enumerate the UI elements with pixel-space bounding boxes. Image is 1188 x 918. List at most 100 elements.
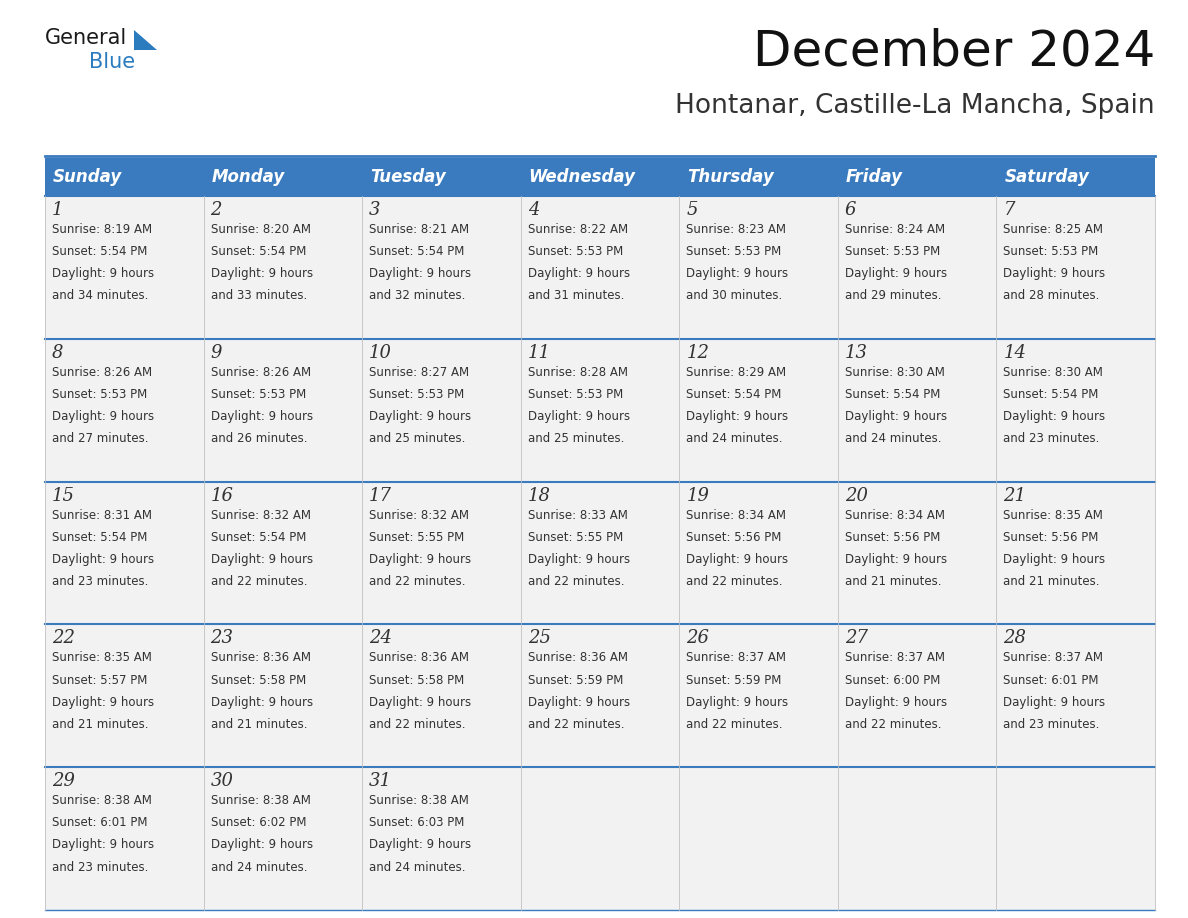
Text: Sunrise: 8:37 AM: Sunrise: 8:37 AM — [1004, 652, 1104, 665]
Bar — [362, 482, 520, 624]
Text: and 34 minutes.: and 34 minutes. — [52, 289, 148, 302]
Text: and 27 minutes.: and 27 minutes. — [52, 432, 148, 445]
Bar — [203, 482, 362, 624]
Text: 16: 16 — [210, 487, 234, 505]
Bar — [520, 196, 680, 339]
Text: and 32 minutes.: and 32 minutes. — [369, 289, 466, 302]
Text: Sunrise: 8:23 AM: Sunrise: 8:23 AM — [687, 223, 786, 236]
Text: 11: 11 — [527, 344, 551, 362]
Text: General: General — [45, 28, 127, 48]
Text: Sunset: 5:54 PM: Sunset: 5:54 PM — [1004, 388, 1099, 401]
Text: Thursday: Thursday — [688, 168, 775, 186]
Text: Sunrise: 8:32 AM: Sunrise: 8:32 AM — [369, 509, 469, 521]
Bar — [520, 482, 680, 624]
Text: 20: 20 — [845, 487, 868, 505]
Text: Sunrise: 8:28 AM: Sunrise: 8:28 AM — [527, 365, 627, 379]
Bar — [997, 624, 1155, 767]
Text: Sunrise: 8:27 AM: Sunrise: 8:27 AM — [369, 365, 469, 379]
Text: and 25 minutes.: and 25 minutes. — [527, 432, 624, 445]
Text: Sunrise: 8:34 AM: Sunrise: 8:34 AM — [687, 509, 786, 521]
Text: Sunset: 5:55 PM: Sunset: 5:55 PM — [369, 531, 465, 543]
Text: Sunset: 5:54 PM: Sunset: 5:54 PM — [845, 388, 940, 401]
Bar — [45, 624, 203, 767]
Text: Sunset: 5:59 PM: Sunset: 5:59 PM — [687, 674, 782, 687]
Bar — [520, 339, 680, 482]
Bar — [838, 767, 997, 910]
Text: and 22 minutes.: and 22 minutes. — [687, 575, 783, 588]
Text: Sunset: 5:54 PM: Sunset: 5:54 PM — [52, 531, 147, 543]
Text: 21: 21 — [1004, 487, 1026, 505]
Text: Sunrise: 8:38 AM: Sunrise: 8:38 AM — [52, 794, 152, 807]
Text: Sunset: 5:53 PM: Sunset: 5:53 PM — [1004, 245, 1099, 258]
Text: Sunset: 5:55 PM: Sunset: 5:55 PM — [527, 531, 623, 543]
Text: Sunset: 5:56 PM: Sunset: 5:56 PM — [687, 531, 782, 543]
Text: and 21 minutes.: and 21 minutes. — [845, 575, 941, 588]
Text: Daylight: 9 hours: Daylight: 9 hours — [210, 553, 312, 565]
Text: 28: 28 — [1004, 630, 1026, 647]
Text: and 31 minutes.: and 31 minutes. — [527, 289, 624, 302]
Text: and 22 minutes.: and 22 minutes. — [369, 575, 466, 588]
Text: Tuesday: Tuesday — [371, 168, 446, 186]
Text: 23: 23 — [210, 630, 234, 647]
Text: Sunrise: 8:33 AM: Sunrise: 8:33 AM — [527, 509, 627, 521]
Text: and 21 minutes.: and 21 minutes. — [210, 718, 307, 731]
Text: and 33 minutes.: and 33 minutes. — [210, 289, 307, 302]
Text: Monday: Monday — [211, 168, 285, 186]
Text: and 25 minutes.: and 25 minutes. — [369, 432, 466, 445]
Text: 3: 3 — [369, 201, 380, 219]
Text: Daylight: 9 hours: Daylight: 9 hours — [1004, 553, 1106, 565]
Text: Sunset: 5:54 PM: Sunset: 5:54 PM — [210, 245, 307, 258]
Text: and 29 minutes.: and 29 minutes. — [845, 289, 941, 302]
Bar — [680, 767, 838, 910]
Text: Daylight: 9 hours: Daylight: 9 hours — [369, 410, 472, 423]
Text: and 23 minutes.: and 23 minutes. — [1004, 718, 1100, 731]
Text: and 22 minutes.: and 22 minutes. — [527, 718, 624, 731]
Text: December 2024: December 2024 — [753, 28, 1155, 76]
Text: Daylight: 9 hours: Daylight: 9 hours — [845, 553, 947, 565]
Polygon shape — [134, 30, 157, 50]
Text: and 22 minutes.: and 22 minutes. — [369, 718, 466, 731]
Text: and 21 minutes.: and 21 minutes. — [1004, 575, 1100, 588]
Text: Sunset: 5:56 PM: Sunset: 5:56 PM — [1004, 531, 1099, 543]
Text: Sunrise: 8:25 AM: Sunrise: 8:25 AM — [1004, 223, 1104, 236]
Text: Daylight: 9 hours: Daylight: 9 hours — [210, 267, 312, 280]
Text: Sunrise: 8:38 AM: Sunrise: 8:38 AM — [369, 794, 469, 807]
Text: and 22 minutes.: and 22 minutes. — [845, 718, 941, 731]
Text: Daylight: 9 hours: Daylight: 9 hours — [527, 410, 630, 423]
Text: Sunset: 6:01 PM: Sunset: 6:01 PM — [52, 816, 147, 829]
Text: 26: 26 — [687, 630, 709, 647]
Text: Hontanar, Castille-La Mancha, Spain: Hontanar, Castille-La Mancha, Spain — [675, 93, 1155, 119]
Bar — [362, 767, 520, 910]
Text: 7: 7 — [1004, 201, 1015, 219]
Bar — [362, 339, 520, 482]
Text: Sunrise: 8:37 AM: Sunrise: 8:37 AM — [845, 652, 944, 665]
Bar — [362, 196, 520, 339]
Bar — [203, 196, 362, 339]
Text: and 28 minutes.: and 28 minutes. — [1004, 289, 1100, 302]
Bar — [997, 339, 1155, 482]
Bar — [680, 196, 838, 339]
Text: 12: 12 — [687, 344, 709, 362]
Text: Sunset: 5:53 PM: Sunset: 5:53 PM — [369, 388, 465, 401]
Text: Sunrise: 8:30 AM: Sunrise: 8:30 AM — [845, 365, 944, 379]
Bar — [520, 624, 680, 767]
Text: 8: 8 — [52, 344, 63, 362]
Text: Sunset: 5:53 PM: Sunset: 5:53 PM — [845, 245, 940, 258]
Bar — [45, 482, 203, 624]
Text: 18: 18 — [527, 487, 551, 505]
Text: 31: 31 — [369, 772, 392, 790]
Text: Daylight: 9 hours: Daylight: 9 hours — [1004, 410, 1106, 423]
Text: and 26 minutes.: and 26 minutes. — [210, 432, 307, 445]
Text: Sunset: 5:54 PM: Sunset: 5:54 PM — [52, 245, 147, 258]
Text: Sunrise: 8:36 AM: Sunrise: 8:36 AM — [210, 652, 310, 665]
Text: Sunrise: 8:36 AM: Sunrise: 8:36 AM — [369, 652, 469, 665]
Bar — [45, 196, 203, 339]
Text: Sunrise: 8:24 AM: Sunrise: 8:24 AM — [845, 223, 944, 236]
Text: Sunset: 5:59 PM: Sunset: 5:59 PM — [527, 674, 623, 687]
Text: Sunrise: 8:22 AM: Sunrise: 8:22 AM — [527, 223, 627, 236]
Text: 22: 22 — [52, 630, 75, 647]
Text: Sunrise: 8:37 AM: Sunrise: 8:37 AM — [687, 652, 786, 665]
Text: 24: 24 — [369, 630, 392, 647]
Text: and 22 minutes.: and 22 minutes. — [210, 575, 307, 588]
Text: Sunset: 5:58 PM: Sunset: 5:58 PM — [369, 674, 465, 687]
